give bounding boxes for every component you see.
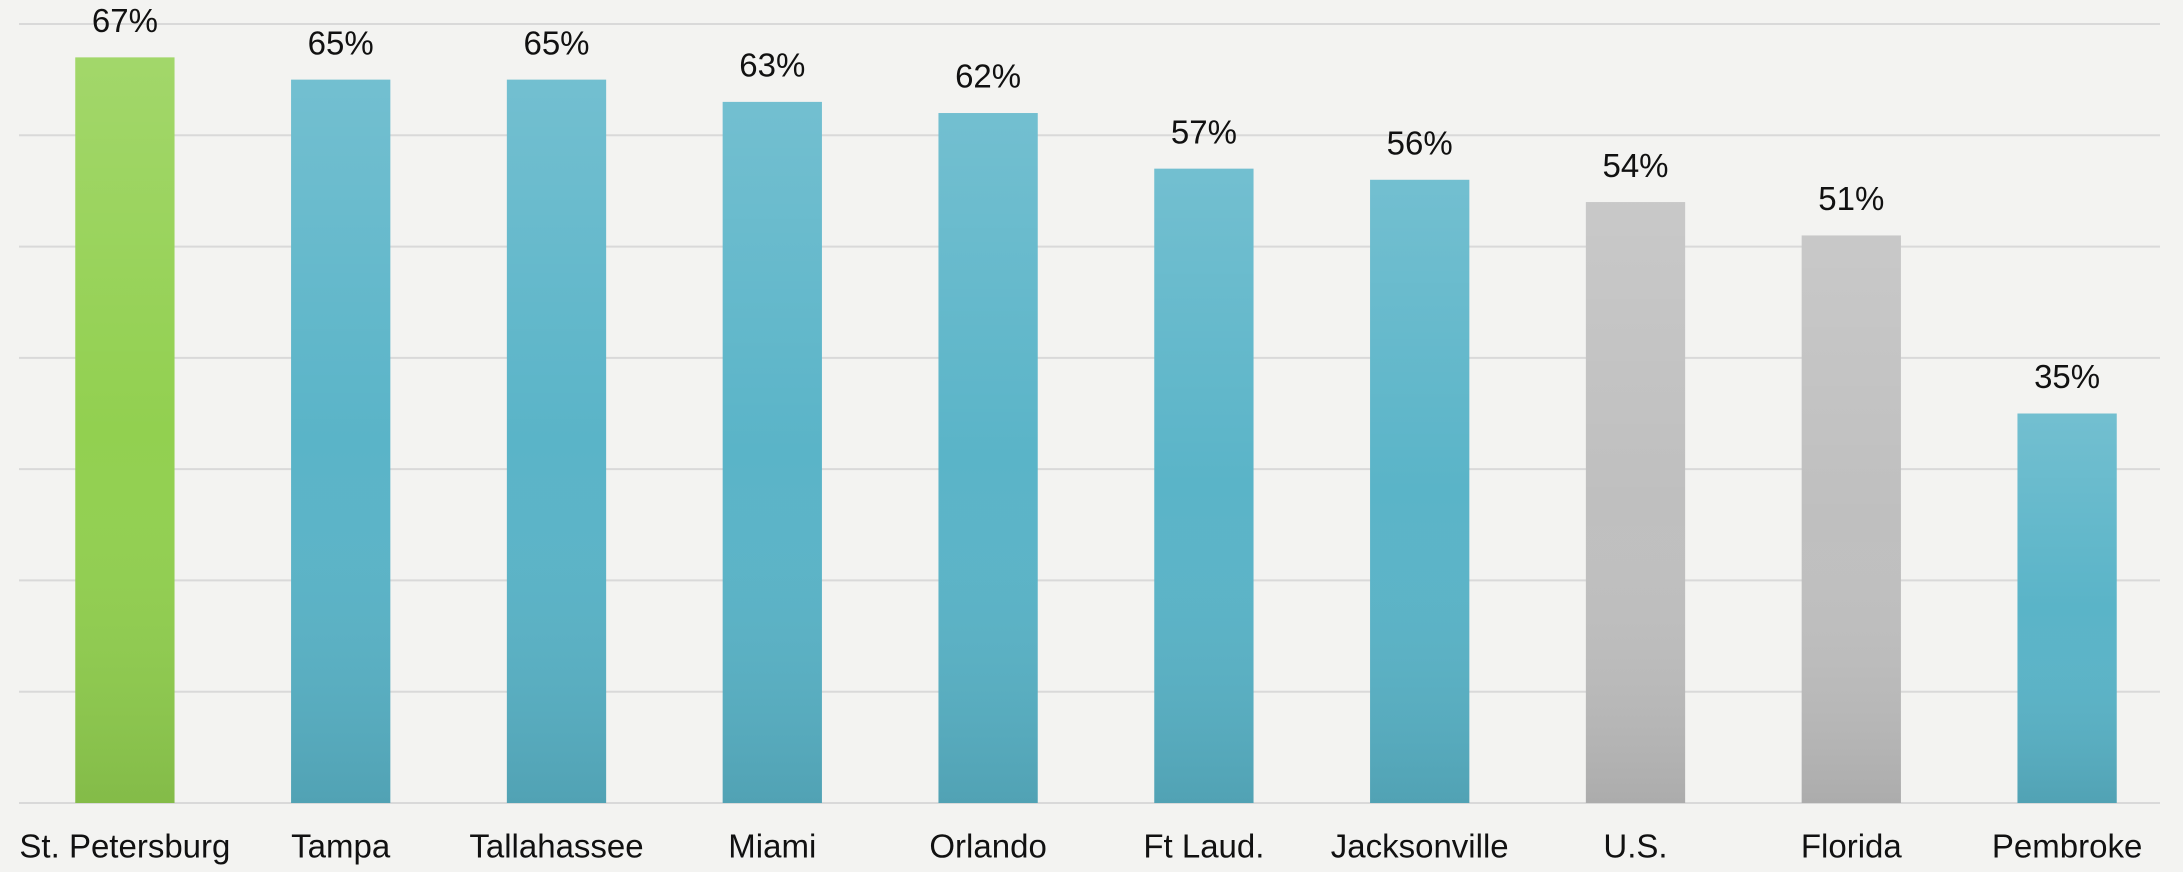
bar-shade <box>75 57 175 803</box>
value-label: 67% <box>92 2 158 39</box>
x-tick-label: Orlando <box>929 828 1046 865</box>
x-tick-label: U.S. <box>1603 828 1667 865</box>
value-label: 56% <box>1387 125 1453 162</box>
x-tick-label: St. Petersburg <box>19 828 230 865</box>
value-label: 54% <box>1602 147 1668 184</box>
x-tick-label: Ft Laud. <box>1143 828 1264 865</box>
x-tick-label: Florida <box>1801 828 1903 865</box>
bar-shade <box>291 79 391 803</box>
bar-shade <box>506 79 607 803</box>
value-label: 63% <box>739 47 805 84</box>
bar-shade <box>2017 413 2117 803</box>
x-tick-label: Tallahassee <box>469 828 643 865</box>
bar-shade <box>722 101 822 803</box>
value-label: 35% <box>2034 358 2100 395</box>
bar-shade <box>1585 202 1686 804</box>
value-label: 62% <box>955 58 1021 95</box>
x-tick-label: Pembroke <box>1992 828 2142 865</box>
bar-shade <box>1801 235 1901 803</box>
value-label: 65% <box>523 24 589 61</box>
value-label: 65% <box>308 24 374 61</box>
x-tick-label: Jacksonville <box>1331 828 1509 865</box>
x-tick-label: Miami <box>728 828 816 865</box>
bar-shade <box>1370 179 1470 804</box>
x-tick-label: Tampa <box>291 828 391 865</box>
bar-shade <box>1154 168 1254 803</box>
value-label: 51% <box>1818 180 1884 217</box>
value-label: 57% <box>1171 113 1237 150</box>
bar-shade <box>938 113 1038 804</box>
